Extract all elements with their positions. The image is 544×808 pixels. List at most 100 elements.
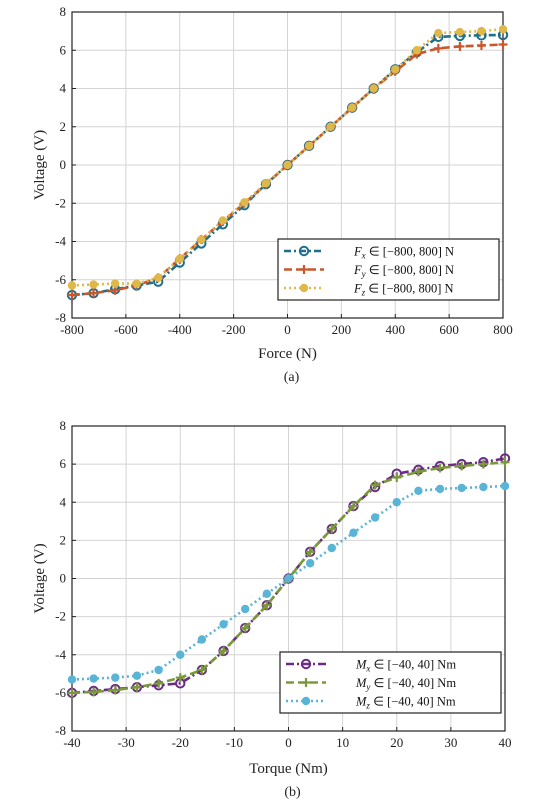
y-tick-label: 6 xyxy=(60,42,67,57)
data-point xyxy=(67,688,77,698)
legend-swatch-marker xyxy=(301,678,311,687)
data-point xyxy=(347,103,357,112)
data-point xyxy=(349,528,358,537)
legend-swatch-marker xyxy=(301,696,311,706)
data-point xyxy=(197,235,206,244)
data-point xyxy=(348,501,358,511)
data-point xyxy=(132,671,142,680)
data-point xyxy=(240,198,249,207)
data-point xyxy=(218,216,228,225)
data-point xyxy=(89,288,99,298)
y-axis-label: Voltage (V) xyxy=(32,130,48,200)
data-point xyxy=(111,673,120,682)
x-tick-label: 0 xyxy=(285,735,292,750)
x-tick-label: 0 xyxy=(284,322,291,337)
data-point xyxy=(241,604,250,614)
data-point xyxy=(154,678,164,688)
data-point xyxy=(455,27,465,37)
panel-caption: (a) xyxy=(284,370,300,385)
data-point xyxy=(457,461,467,471)
data-point xyxy=(262,589,272,598)
data-point xyxy=(283,160,292,170)
data-point xyxy=(370,513,380,522)
data-point xyxy=(327,543,336,553)
x-tick-label: -400 xyxy=(168,322,192,337)
data-point xyxy=(89,687,99,697)
data-point xyxy=(305,547,315,557)
data-point xyxy=(305,559,315,568)
data-point xyxy=(435,463,445,473)
y-tick-label: -2 xyxy=(55,609,66,624)
y-tick-label: -8 xyxy=(55,310,66,325)
data-point xyxy=(478,459,488,469)
series-fz xyxy=(67,25,508,290)
data-point xyxy=(414,486,423,496)
data-point xyxy=(197,635,207,644)
legend-entry: Fz ∈ [−800, 800] N xyxy=(284,282,454,298)
data-point xyxy=(369,84,378,93)
data-point xyxy=(433,43,443,53)
y-tick-label: 2 xyxy=(60,532,67,547)
y-tick-label: 8 xyxy=(60,4,67,19)
x-axis-label: Force (N) xyxy=(258,346,317,362)
y-tick-label: -4 xyxy=(55,234,66,249)
legend-entry: My ∈ [−40, 40] Nm xyxy=(286,676,456,692)
data-point xyxy=(110,279,120,288)
y-tick-label: -8 xyxy=(55,723,66,738)
data-point xyxy=(392,472,402,482)
x-tick-label: 10 xyxy=(336,735,349,750)
data-point xyxy=(261,178,271,188)
x-tick-label: -800 xyxy=(60,322,84,337)
data-point xyxy=(326,122,335,131)
legend-label: Fz ∈ [−800, 800] N xyxy=(353,282,454,298)
data-point xyxy=(132,682,142,692)
data-point xyxy=(476,40,486,50)
data-point xyxy=(370,480,380,490)
x-tick-label: 20 xyxy=(390,735,403,750)
data-point xyxy=(154,665,163,675)
y-tick-label: -4 xyxy=(55,647,66,662)
x-tick-label: 600 xyxy=(439,322,459,337)
x-tick-label: -40 xyxy=(63,735,80,750)
x-tick-label: -10 xyxy=(226,735,243,750)
x-tick-label: 30 xyxy=(444,735,457,750)
data-point xyxy=(219,620,228,629)
y-tick-label: 2 xyxy=(60,119,67,134)
data-point xyxy=(67,675,77,684)
x-axis-label: Torque (Nm) xyxy=(249,761,328,777)
chart-panel-b: -40 -30 -20 -10 0 10 20 30 40-8-6-4-202468Torque… xyxy=(32,418,512,800)
data-point xyxy=(304,141,314,151)
data-point xyxy=(455,41,465,51)
y-tick-label: -6 xyxy=(55,685,66,700)
legend-entry: Mx ∈ [−40, 40] Nm xyxy=(286,658,456,674)
legend-swatch-marker xyxy=(300,658,312,670)
data-point xyxy=(284,574,293,583)
legend: Fx ∈ [−800, 800] N Fy ∈ [−800, 800] N Fz ∈… xyxy=(277,238,500,301)
data-point xyxy=(435,484,445,494)
y-tick-label: 0 xyxy=(60,157,67,172)
data-point xyxy=(391,65,400,74)
data-point xyxy=(262,600,272,610)
legend-label: Fx ∈ [−800, 800] N xyxy=(353,245,454,261)
x-tick-label: 40 xyxy=(499,735,512,750)
legend-swatch-marker xyxy=(299,265,309,274)
data-point xyxy=(175,673,185,683)
panel-caption: (b) xyxy=(284,785,301,800)
data-point xyxy=(89,280,98,289)
data-point xyxy=(176,650,185,659)
y-axis-label: Voltage (V) xyxy=(32,543,48,613)
chart-panel-a: -800 -600 -400 -200 0 200 400 600 800 -8 -6 -4 -2 0 2 4… xyxy=(32,4,513,385)
x-tick-label: -600 xyxy=(114,322,138,337)
data-point xyxy=(392,498,401,507)
data-point xyxy=(67,281,77,290)
legend: Mx ∈ [−40, 40] Nm My ∈ [−40, 40] Nm Mz ∈ [… xyxy=(279,651,502,714)
data-point xyxy=(434,28,443,38)
data-point xyxy=(132,279,141,288)
data-point xyxy=(500,457,510,467)
x-tick-label: -20 xyxy=(172,735,189,750)
data-point xyxy=(413,467,423,477)
legend-entry: Fx ∈ [−800, 800] N xyxy=(284,245,454,261)
data-point xyxy=(89,674,98,683)
series-mz xyxy=(67,481,510,684)
y-tick-label: 6 xyxy=(60,456,67,471)
